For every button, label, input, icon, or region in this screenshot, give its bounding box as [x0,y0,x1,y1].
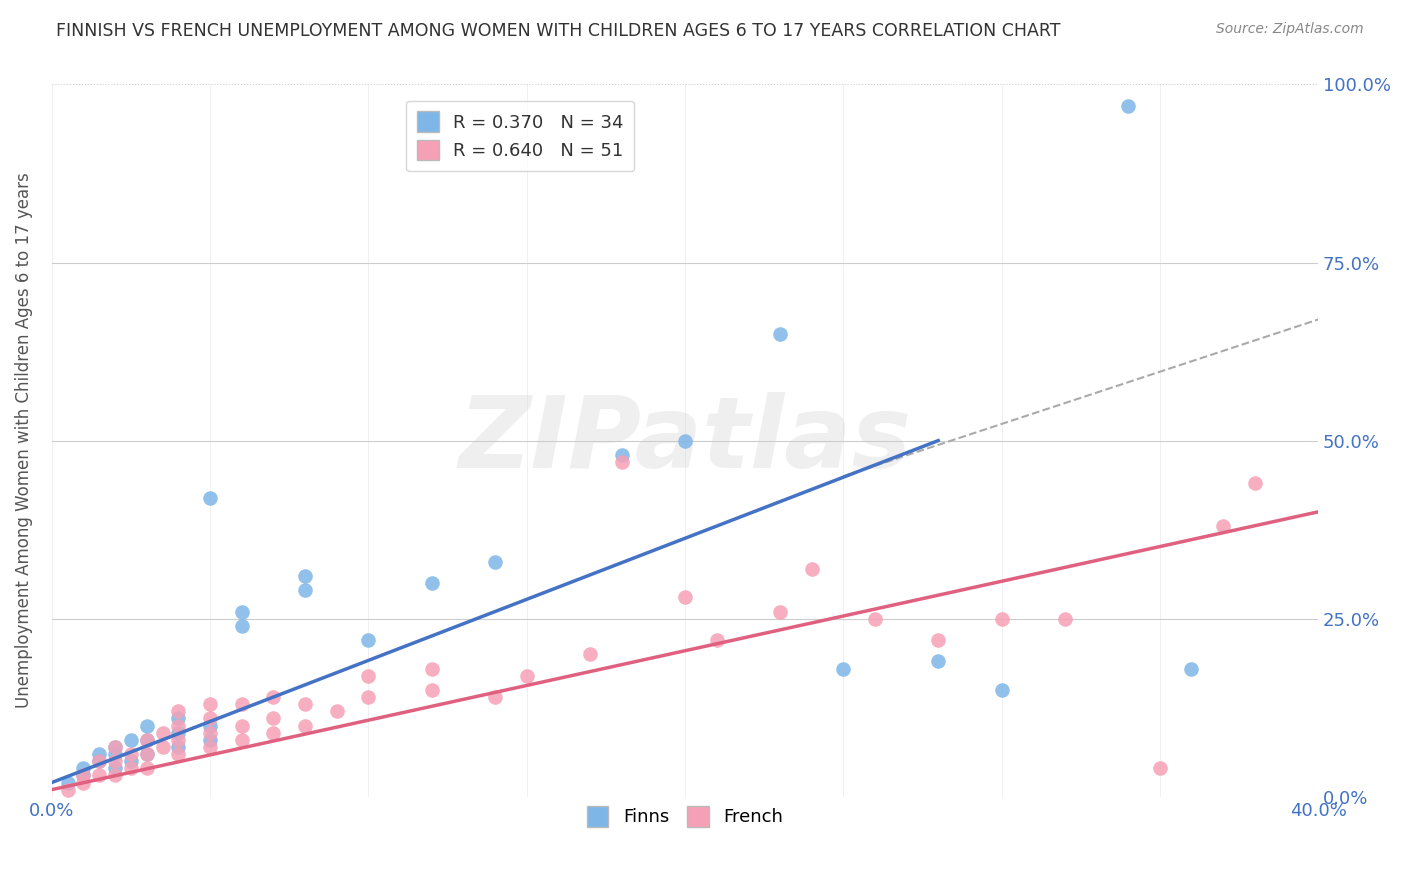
Point [610,455,633,469]
Text: Source: ZipAtlas.com: Source: ZipAtlas.com [1216,22,1364,37]
Point [357,690,380,704]
Point [198,711,221,725]
Point [294,583,316,598]
Point [89,754,111,768]
Point [167,747,190,761]
Point [927,655,949,669]
Point [120,747,142,761]
Point [357,633,380,648]
Point [135,732,157,747]
Point [579,648,602,662]
Point [167,718,190,732]
Point [104,754,127,768]
Point [167,711,190,725]
Text: FINNISH VS FRENCH UNEMPLOYMENT AMONG WOMEN WITH CHILDREN AGES 6 TO 17 YEARS CORR: FINNISH VS FRENCH UNEMPLOYMENT AMONG WOM… [56,22,1060,40]
Point [420,576,443,591]
Point [231,718,253,732]
Point [1116,99,1139,113]
Point [89,768,111,782]
Point [104,761,127,775]
Point [198,739,221,754]
Point [262,690,284,704]
Point [832,662,855,676]
Point [231,697,253,711]
Point [198,725,221,739]
Point [800,562,823,576]
Point [927,633,949,648]
Text: ZIPatlas: ZIPatlas [458,392,911,489]
Point [120,732,142,747]
Point [484,555,506,569]
Point [135,761,157,775]
Point [1149,761,1171,775]
Point [104,768,127,782]
Point [863,612,886,626]
Point [1053,612,1076,626]
Point [198,491,221,505]
Point [420,682,443,697]
Point [152,725,174,739]
Point [231,732,253,747]
Point [135,747,157,761]
Point [72,768,94,782]
Point [990,612,1012,626]
Point [152,739,174,754]
Point [167,704,190,718]
Point [72,768,94,782]
Y-axis label: Unemployment Among Women with Children Ages 6 to 17 years: Unemployment Among Women with Children A… [15,173,32,708]
Point [72,775,94,789]
Point [56,782,79,797]
Point [673,434,696,448]
Point [706,633,728,648]
Point [769,326,792,341]
Point [357,668,380,682]
Point [420,662,443,676]
Point [120,754,142,768]
Point [104,739,127,754]
Point [72,761,94,775]
Point [231,605,253,619]
Point [1180,662,1202,676]
Point [198,697,221,711]
Point [1243,476,1265,491]
Point [135,732,157,747]
Point [120,761,142,775]
Point [610,448,633,462]
Point [516,668,538,682]
Point [167,725,190,739]
Point [89,754,111,768]
Point [294,697,316,711]
Point [673,591,696,605]
Point [262,725,284,739]
Point [294,718,316,732]
Point [484,690,506,704]
Point [104,739,127,754]
Point [135,718,157,732]
Point [167,739,190,754]
Point [198,732,221,747]
Point [135,747,157,761]
Legend: Finns, French: Finns, French [579,798,790,834]
Point [167,732,190,747]
Point [231,619,253,633]
Point [325,704,347,718]
Point [198,718,221,732]
Point [1212,519,1234,533]
Point [262,711,284,725]
Point [294,569,316,583]
Point [89,747,111,761]
Point [104,747,127,761]
Point [769,605,792,619]
Point [56,775,79,789]
Point [990,682,1012,697]
